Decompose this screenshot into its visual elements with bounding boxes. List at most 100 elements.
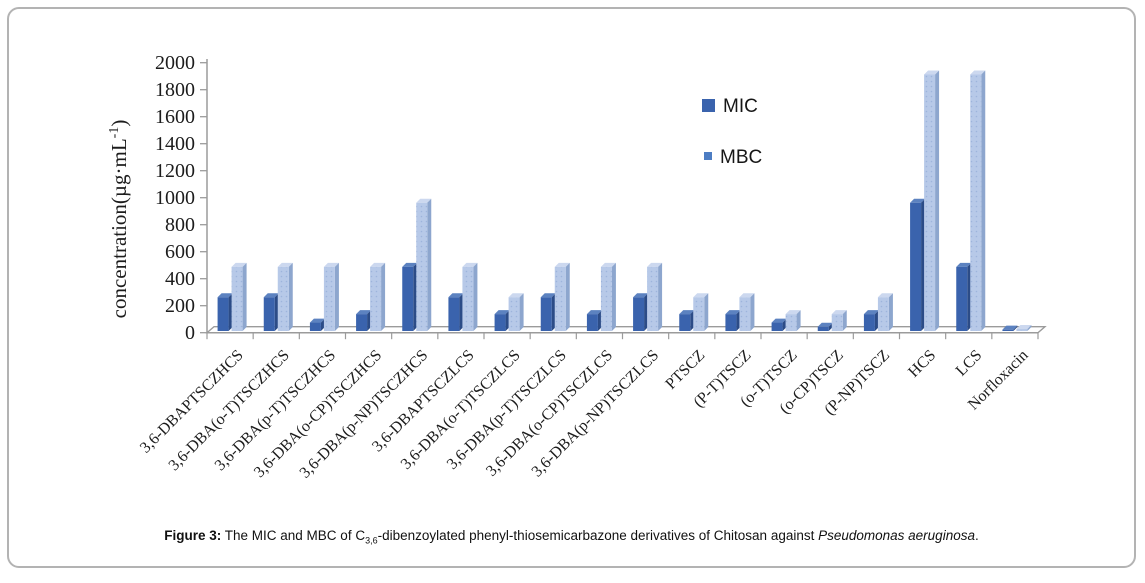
bar-front-face bbox=[600, 266, 612, 331]
mic-bar bbox=[402, 262, 418, 331]
mbc-bar bbox=[416, 198, 432, 331]
bar-front-face bbox=[647, 266, 659, 331]
mbc-bar bbox=[323, 262, 339, 331]
bar-front-face bbox=[693, 297, 705, 331]
bar-top-face bbox=[739, 293, 755, 298]
caption-text-pre: The MIC and MBC of C bbox=[221, 528, 366, 543]
caption-species: Pseudomonas aeruginosa bbox=[818, 528, 975, 543]
bar-top-face bbox=[554, 262, 570, 267]
legend-mbc-label: MBC bbox=[720, 147, 762, 168]
bar-front-face bbox=[309, 322, 321, 331]
floor-right-edge bbox=[1037, 326, 1046, 334]
bar-side-face bbox=[473, 262, 478, 331]
x-category-label: HCS bbox=[905, 347, 939, 381]
y-tick-label: 1400 bbox=[155, 133, 195, 155]
bar-side-face bbox=[427, 198, 432, 331]
y-tick-label: 200 bbox=[165, 295, 195, 317]
mic-bar bbox=[309, 318, 325, 331]
bar-top-face bbox=[494, 310, 510, 315]
bar-front-face bbox=[863, 314, 875, 331]
y-axis-title: concentration(µg·mL-1) bbox=[107, 120, 131, 319]
bar-front-face bbox=[970, 74, 982, 331]
bar-top-face bbox=[323, 262, 339, 267]
bar-top-face bbox=[263, 293, 279, 298]
bar-top-face bbox=[508, 293, 524, 298]
y-tick-label: 1200 bbox=[155, 160, 195, 182]
mbc-bar bbox=[231, 262, 247, 331]
legend-mbc-marker bbox=[704, 152, 712, 160]
mbc-bar bbox=[600, 262, 616, 331]
chart-svg: 02004006008001000120014001600180020003,6… bbox=[107, 52, 1047, 482]
y-tick-label: 2000 bbox=[155, 52, 195, 74]
bar-top-face bbox=[679, 310, 695, 315]
figure-panel: 0 200 400 600 800 1000 1200 1400 1600 1800 2000 3,6… bbox=[7, 7, 1136, 568]
legend-mic-marker bbox=[702, 99, 715, 112]
bar-front-face bbox=[416, 202, 428, 331]
bar-top-face bbox=[877, 293, 893, 298]
bar-top-face bbox=[831, 310, 847, 315]
bar-top-face bbox=[647, 262, 663, 267]
bar-side-face bbox=[519, 293, 524, 331]
mbc-bar bbox=[739, 293, 755, 331]
bar-front-face bbox=[679, 314, 691, 331]
bar-front-face bbox=[263, 297, 275, 331]
bar-side-face bbox=[1027, 324, 1032, 331]
mbc-bar bbox=[877, 293, 893, 331]
mic-bar bbox=[263, 293, 279, 331]
mic-bar bbox=[679, 310, 695, 331]
mbc-bar bbox=[554, 262, 570, 331]
bar-front-face bbox=[910, 202, 922, 331]
bar-front-face bbox=[725, 314, 737, 331]
bar-front-face bbox=[231, 266, 243, 331]
bar-front-face bbox=[508, 297, 520, 331]
bar-front-face bbox=[739, 297, 751, 331]
bar-top-face bbox=[217, 293, 233, 298]
bar-front-face bbox=[956, 266, 968, 331]
bar-side-face bbox=[704, 293, 709, 331]
bar-side-face bbox=[658, 262, 663, 331]
mic-bar bbox=[910, 198, 926, 331]
bar-top-face bbox=[402, 262, 418, 267]
bar-front-face bbox=[1016, 328, 1028, 331]
mbc-bar bbox=[647, 262, 663, 331]
bar-front-face bbox=[277, 266, 289, 331]
bar-front-face bbox=[402, 266, 414, 331]
mbc-bar bbox=[785, 310, 801, 331]
bar-top-face bbox=[277, 262, 293, 267]
bar-side-face bbox=[750, 293, 755, 331]
bar-side-face bbox=[381, 262, 386, 331]
bar-side-face bbox=[796, 310, 801, 331]
mic-bar bbox=[217, 293, 233, 331]
bar-top-face bbox=[1002, 325, 1018, 330]
bar-front-face bbox=[771, 322, 783, 331]
bar-front-face bbox=[831, 314, 843, 331]
mbc-bar bbox=[924, 70, 940, 331]
bar-front-face bbox=[877, 297, 889, 331]
mic-bar bbox=[448, 293, 464, 331]
figure-caption: Figure 3: The MIC and MBC of C3,6-dibenz… bbox=[9, 528, 1134, 545]
bar-side-face bbox=[611, 262, 616, 331]
bar-side-face bbox=[935, 70, 940, 331]
y-tick-label: 400 bbox=[165, 268, 195, 290]
caption-text-end: . bbox=[974, 528, 979, 543]
bar-top-face bbox=[817, 322, 833, 327]
bar-side-face bbox=[565, 262, 570, 331]
mic-bar bbox=[725, 310, 741, 331]
caption-subscript: 3,6 bbox=[365, 535, 378, 546]
mic-bar bbox=[956, 262, 972, 331]
bar-front-face bbox=[554, 266, 566, 331]
bar-front-face bbox=[633, 297, 645, 331]
mic-bar bbox=[633, 293, 649, 331]
bar-top-face bbox=[462, 262, 478, 267]
bar-top-face bbox=[309, 318, 325, 323]
bar-side-face bbox=[242, 262, 247, 331]
mic-bar bbox=[540, 293, 556, 331]
mic-bar bbox=[494, 310, 510, 331]
mbc-bar bbox=[508, 293, 524, 331]
bar-top-face bbox=[924, 70, 940, 75]
bar-top-face bbox=[771, 318, 787, 323]
bar-top-face bbox=[370, 262, 386, 267]
bar-front-face bbox=[924, 74, 936, 331]
bar-top-face bbox=[970, 70, 986, 75]
bar-top-face bbox=[586, 310, 602, 315]
